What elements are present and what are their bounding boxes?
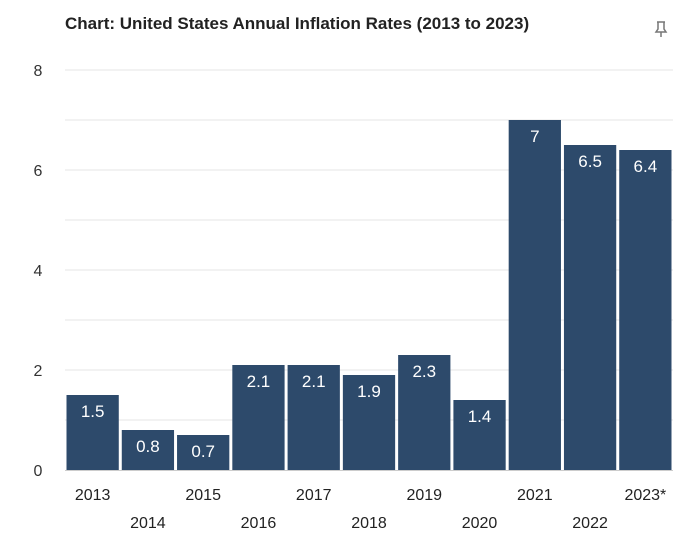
data-label: 1.9 <box>357 382 381 401</box>
y-tick-label: 0 <box>34 463 43 480</box>
data-label: 2.3 <box>412 362 436 381</box>
x-tick-label: 2014 <box>130 515 166 532</box>
bar-2023[interactable] <box>619 150 672 470</box>
data-label: 2.1 <box>247 372 271 391</box>
x-tick-label: 2013 <box>75 487 111 504</box>
data-label: 6.5 <box>578 152 602 171</box>
data-label: 7 <box>530 127 539 146</box>
x-tick-label: 2022 <box>572 515 608 532</box>
y-tick-label: 4 <box>34 263 43 280</box>
bar-2013[interactable] <box>66 395 119 470</box>
bar-2016[interactable] <box>232 365 285 470</box>
bar-2014[interactable] <box>121 430 175 470</box>
bar-2020[interactable] <box>453 400 506 470</box>
data-label: 1.4 <box>468 407 492 426</box>
x-tick-label: 2018 <box>351 515 387 532</box>
data-label: 0.7 <box>191 442 215 461</box>
y-tick-label: 8 <box>34 63 43 80</box>
bar-2015[interactable] <box>177 435 230 470</box>
chart-title: Chart: United States Annual Inflation Ra… <box>65 14 530 33</box>
bar-2017[interactable] <box>287 365 340 470</box>
bar-2022[interactable] <box>563 145 617 470</box>
x-tick-label: 2023* <box>624 487 666 504</box>
x-tick-label: 2017 <box>296 487 332 504</box>
bar-2021[interactable] <box>508 120 561 470</box>
bar-2018[interactable] <box>342 375 396 470</box>
data-label: 6.4 <box>634 157 658 176</box>
x-tick-label: 2015 <box>185 487 221 504</box>
pin-icon[interactable] <box>654 20 668 38</box>
y-tick-label: 6 <box>34 163 43 180</box>
x-tick-label: 2019 <box>406 487 442 504</box>
y-tick-label: 2 <box>34 363 43 380</box>
x-tick-label: 2021 <box>517 487 553 504</box>
data-label: 0.8 <box>136 437 160 456</box>
x-tick-label: 2020 <box>462 515 498 532</box>
data-label: 2.1 <box>302 372 326 391</box>
x-tick-label: 2016 <box>241 515 277 532</box>
data-label: 1.5 <box>81 402 105 421</box>
bar-2019[interactable] <box>398 355 451 470</box>
